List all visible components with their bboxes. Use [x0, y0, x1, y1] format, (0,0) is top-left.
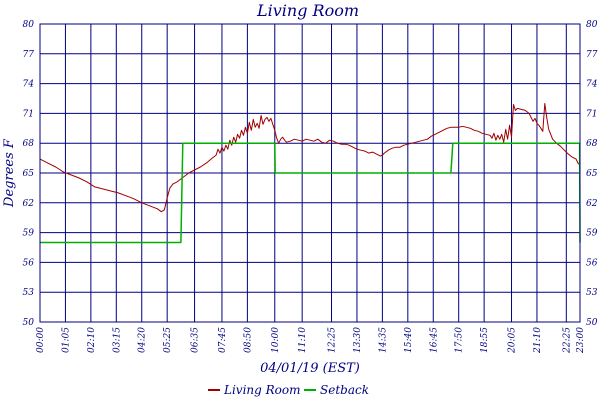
x-tick-label: 17:50: [455, 327, 465, 353]
y-tick-label: 65: [23, 169, 35, 179]
x-tick-label: 05:25: [163, 327, 173, 353]
y-tick-label-right: 62: [586, 199, 598, 209]
x-tick-label: 00:00: [36, 327, 46, 353]
y-tick-label-right: 74: [586, 80, 598, 90]
y-tick-label-right: 65: [586, 169, 598, 179]
x-tick-label: 18:55: [480, 327, 490, 353]
x-tick-label: 03:15: [112, 327, 122, 353]
y-tick-label: 56: [23, 258, 35, 268]
x-tick-label: 22:25: [562, 327, 572, 354]
x-tick-label: 12:25: [328, 327, 338, 353]
y-tick-label-right: 80: [586, 20, 598, 30]
x-tick-label: 11:10: [298, 327, 308, 353]
legend: Living Room Setback: [208, 383, 369, 397]
x-axis-label: 04/01/19 (EST): [260, 361, 360, 376]
y-tick-label-right: 56: [586, 258, 598, 268]
y-tick-labels-right: 50 53 56 59 62 65 68 71 74 77 80: [586, 20, 598, 328]
y-tick-label-right: 50: [586, 318, 598, 328]
plot-frame: [39, 23, 581, 323]
setback-line: [40, 142, 581, 244]
x-tick-label: 15:40: [404, 327, 414, 353]
y-tick-label: 71: [23, 109, 34, 119]
legend-label: Living Room: [223, 383, 301, 397]
y-axis-label: Degrees F: [2, 138, 17, 208]
y-tick-label-right: 59: [586, 229, 598, 239]
x-tick-label: 04:20: [138, 327, 148, 353]
y-tick-label: 50: [23, 318, 35, 328]
x-tick-label: 06:35: [191, 327, 201, 353]
y-tick-label: 59: [23, 229, 35, 239]
y-tick-labels-left: 50 53 56 59 62 65 68 71 74 77 80: [23, 20, 35, 328]
y-tick-label-right: 71: [586, 109, 597, 119]
y-tick-label-right: 53: [586, 288, 598, 298]
y-tick-label: 74: [23, 80, 35, 90]
x-tick-label: 23:00: [576, 327, 586, 354]
x-tick-label: 10:00: [271, 327, 281, 353]
chart-title: Living Room: [256, 1, 359, 20]
x-tick-labels: 00:00 01:05 02:10 03:15 04:20 05:25 06:35 07:45…: [36, 327, 586, 354]
y-tick-label-right: 68: [586, 139, 598, 149]
x-tick-label: 13:30: [353, 327, 363, 353]
y-tick-label: 53: [23, 288, 35, 298]
x-tick-label: 16:45: [429, 327, 439, 353]
y-tick-label-right: 77: [586, 50, 598, 60]
series-layer: [39, 103, 581, 244]
x-tick-label: 07:45: [218, 327, 228, 353]
x-tick-label: 02:10: [87, 327, 97, 353]
y-tick-label: 68: [23, 139, 35, 149]
legend-label: Setback: [320, 383, 369, 397]
y-tick-label: 77: [23, 50, 35, 60]
x-tick-label: 21:10: [533, 327, 543, 354]
living-room-line: [39, 103, 581, 213]
x-tick-label: 20:05: [508, 327, 518, 354]
x-tick-label: 08:50: [243, 327, 253, 353]
y-tick-label: 62: [23, 199, 35, 209]
y-tick-label: 80: [23, 20, 35, 30]
x-tick-label: 01:05: [61, 327, 71, 353]
x-tick-label: 14:35: [378, 327, 388, 353]
